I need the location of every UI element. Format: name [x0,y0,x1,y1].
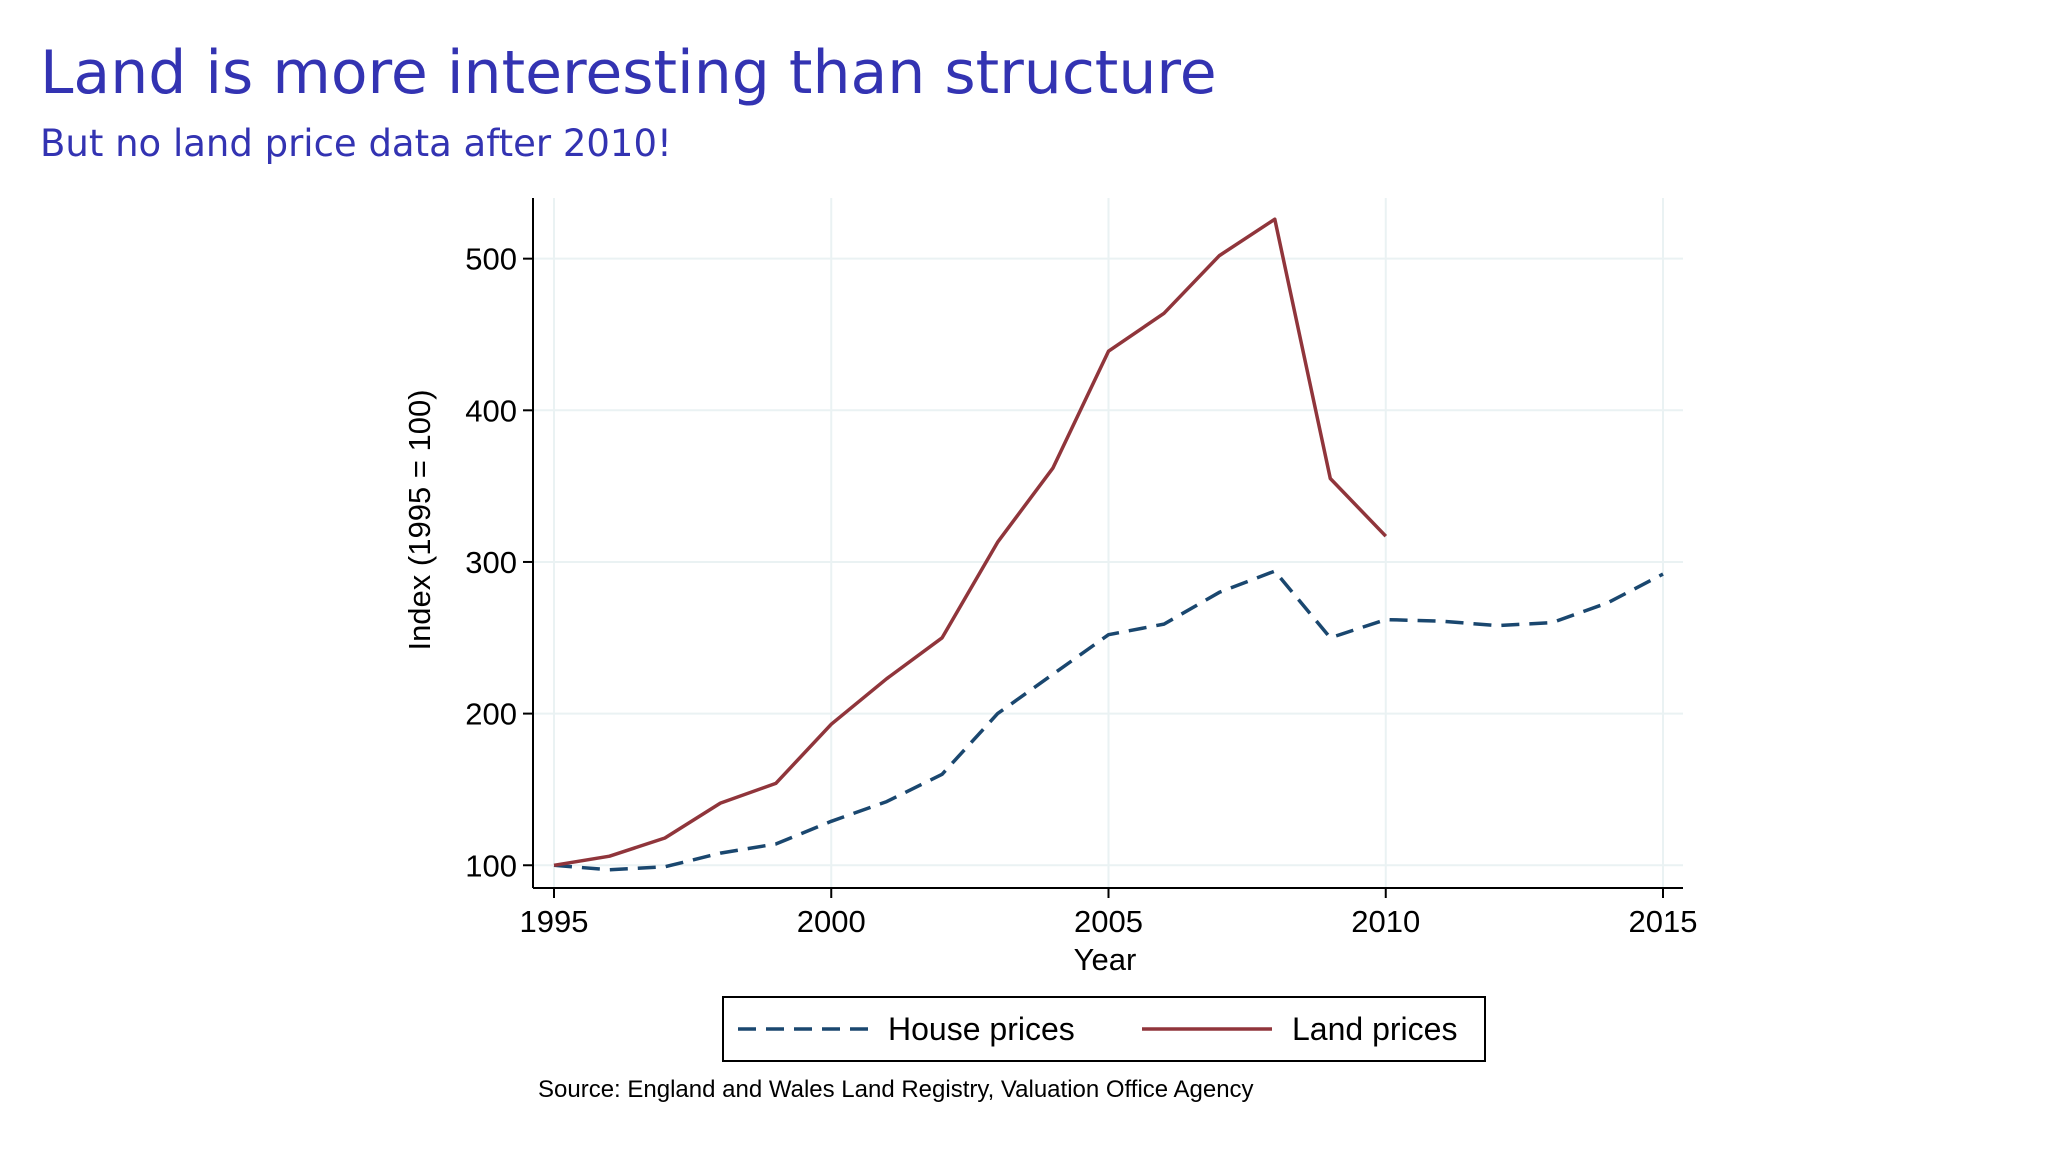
x-tick-label: 2005 [1074,904,1143,939]
slide-subtitle: But no land price data after 2010! [40,122,672,165]
x-axis-label: Year [1074,942,1137,977]
series [553,217,1664,872]
y-axis-label: Index (1995 = 100) [402,389,437,650]
series-line-house-prices [553,569,1664,872]
x-tick-label: 2010 [1351,904,1420,939]
tick-labels: 100 200 300 400 500 1995 2000 2005 2010 2015 [465,242,1697,939]
x-tick-label: 2000 [797,904,866,939]
y-tick-label: 100 [465,848,517,883]
y-tick-label: 500 [465,242,517,277]
grid-lines [533,198,1683,888]
source-note: Source: England and Wales Land Registry,… [538,1076,1254,1103]
slide-title: Land is more interesting than structure [40,38,1217,108]
y-tick-label: 400 [465,393,517,428]
y-tick-label: 200 [465,697,517,732]
legend: House prices Land prices [722,996,1486,1062]
legend-label-land-prices: Land prices [1292,1011,1457,1047]
x-tick-label: 2015 [1629,904,1698,939]
y-tick-label: 300 [465,545,517,580]
series-line-land-prices [553,217,1388,868]
x-tick-label: 1995 [520,904,589,939]
axes [523,198,1683,898]
legend-label-house-prices: House prices [888,1011,1075,1047]
